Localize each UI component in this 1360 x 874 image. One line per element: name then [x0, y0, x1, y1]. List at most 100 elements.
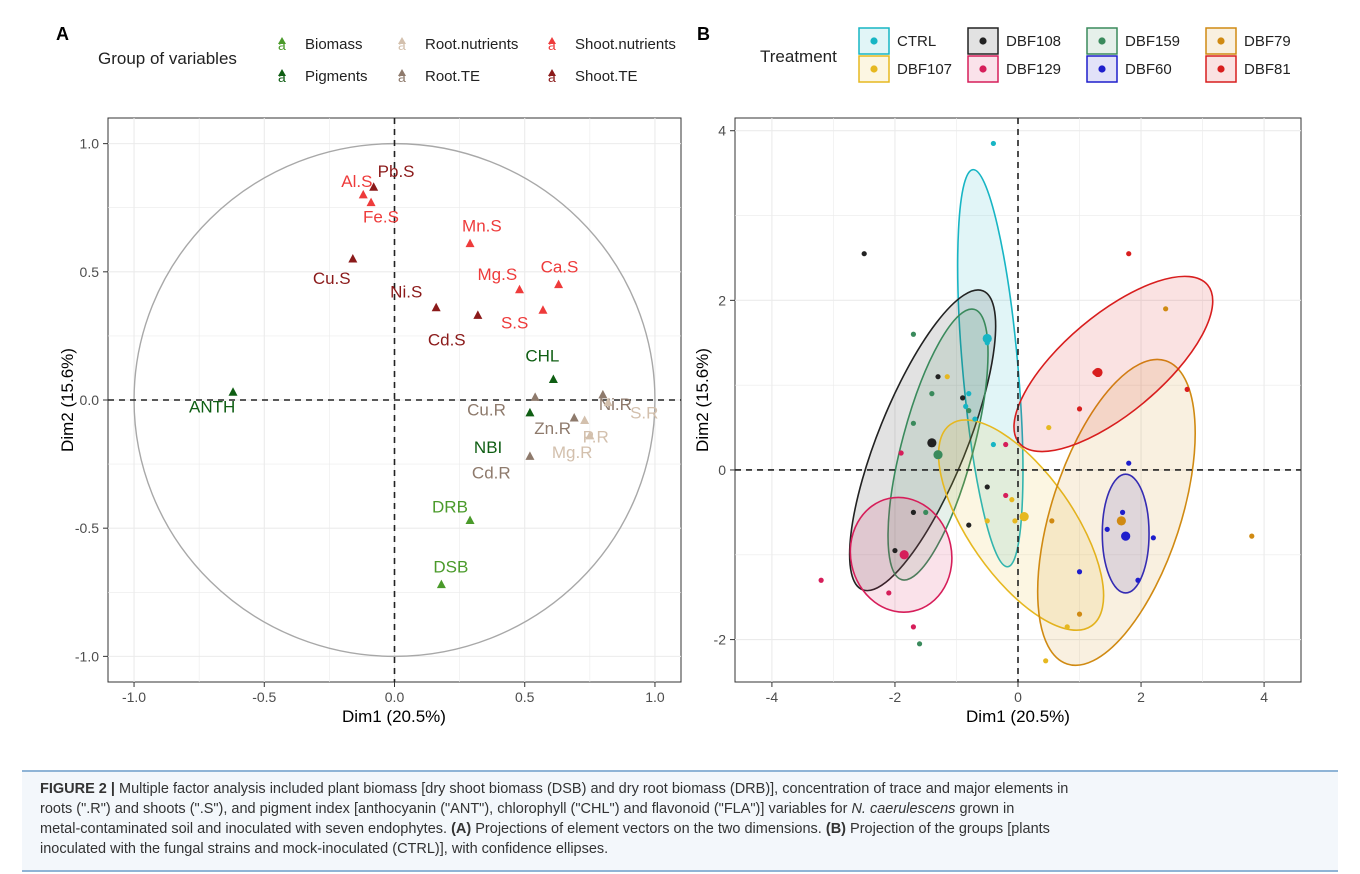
variable-label: Cd.R — [472, 463, 511, 482]
caption-a-label: (A) — [451, 821, 472, 837]
panel-b-legend-title: Treatment — [760, 47, 837, 66]
y-tick-label: -2 — [714, 632, 727, 648]
legend-key-triangle — [398, 37, 406, 44]
variable-label: Ni.S — [390, 283, 422, 302]
legend-item-label: DBF79 — [1244, 33, 1291, 50]
legend-key: a — [398, 69, 406, 85]
caption-a-text: Projections of element vectors on the tw… — [471, 821, 826, 837]
panel-a-xlabel: Dim1 (20.5%) — [342, 707, 446, 726]
legend-key-dot — [1217, 37, 1225, 45]
legend-item-label: DBF159 — [1125, 33, 1180, 50]
legend-key-triangle — [278, 69, 286, 76]
legend-key: a — [278, 69, 286, 85]
legend-item-label: DBF107 — [897, 61, 952, 78]
y-tick-label: -1.0 — [75, 648, 99, 664]
panel-a-marks: Al.S Pb.S Fe.S Mn.S Cu.S Ca.S Mg.S Ni.S S.S Cd.S C… — [108, 118, 681, 682]
x-tick-label: -4 — [766, 689, 779, 705]
caption-line2: roots (".R") and shoots (".S"), and pigm… — [40, 801, 852, 817]
individual-point — [990, 140, 996, 147]
variable-label: DSB — [433, 558, 468, 577]
individual-point — [923, 509, 929, 515]
individual-point — [886, 590, 892, 596]
panel-a: A Group of variables a Biomass a Pigments a R… — [56, 24, 682, 726]
individual-point — [984, 518, 990, 524]
individual-point — [1076, 406, 1083, 412]
individual-point — [1003, 492, 1009, 499]
variable-point — [603, 397, 613, 407]
individual-point — [1043, 658, 1049, 664]
individual-point — [1126, 251, 1132, 257]
panel-b-ylabel: Dim2 (15.6%) — [693, 348, 712, 452]
y-tick-label: -0.5 — [75, 520, 99, 536]
variable-point — [525, 407, 535, 417]
variable-point — [473, 310, 483, 319]
panel-b-tag: B — [697, 24, 710, 44]
figure-caption: FIGURE 2 | Multiple factor analysis incl… — [40, 779, 1330, 859]
individual-point — [1003, 441, 1009, 448]
legend-key-dot — [1098, 65, 1106, 73]
legend-item-label: Root.nutrients — [425, 36, 518, 53]
legend-item-label: DBF81 — [1244, 61, 1291, 78]
variable-label: CHL — [525, 346, 559, 365]
variable-point — [436, 579, 446, 589]
individual-point — [944, 374, 950, 380]
variable-label: Ca.S — [541, 258, 579, 277]
panel-b-ticks: -4 -2 0 2 4 -2 0 2 4 — [714, 123, 1269, 705]
individual-point — [984, 484, 990, 490]
x-tick-label: -1.0 — [122, 689, 146, 705]
variable-label: Pb.S — [378, 162, 415, 181]
individual-point — [1076, 569, 1083, 575]
panel-a-legend-title: Group of variables — [98, 49, 237, 68]
caption-b-text: Projection of the groups [plants — [846, 821, 1050, 837]
panel-b-grid — [735, 118, 1301, 682]
variable-point — [585, 430, 595, 440]
individual-point — [1012, 518, 1018, 524]
legend-item-label: Shoot.nutrients — [575, 36, 676, 53]
individual-point — [818, 577, 824, 583]
y-tick-label: 2 — [718, 292, 726, 308]
caption-line4: inoculated with the fungal strains and m… — [40, 841, 609, 857]
caption-line1: Multiple factor analysis included plant … — [114, 781, 1069, 797]
variable-label: Cu.S — [313, 269, 351, 288]
variable-point — [465, 515, 475, 524]
x-tick-label: 4 — [1260, 689, 1268, 705]
individual-point — [898, 450, 904, 456]
individual-point — [1046, 424, 1052, 431]
panel-b: B Treatment CTRL DBF108 DBF159 DBF79 DBF107 D… — [693, 24, 1302, 726]
legend-key: a — [278, 37, 286, 53]
legend-item-label: Shoot.TE — [575, 68, 638, 85]
variable-label: Al.S — [341, 172, 372, 191]
variable-label: DRB — [432, 497, 468, 516]
x-tick-label: 0.5 — [515, 689, 535, 705]
variable-point — [431, 302, 441, 312]
x-tick-label: 1.0 — [645, 689, 665, 705]
group-centroid — [982, 333, 992, 344]
caption-species: N. caerulescens — [851, 801, 956, 817]
group-centroid — [933, 450, 943, 460]
legend-key-dot — [979, 65, 987, 73]
group-centroid — [899, 550, 909, 560]
confidence-ellipse — [1013, 275, 1214, 453]
variable-point — [366, 197, 376, 207]
individual-point — [910, 624, 917, 630]
caption-b-label: (B) — [825, 821, 846, 837]
legend-item-label: DBF108 — [1006, 33, 1061, 50]
individual-point — [1104, 526, 1110, 532]
variable-label: ANTH — [189, 397, 235, 416]
x-tick-label: 0 — [1014, 689, 1022, 705]
variable-point — [580, 415, 590, 425]
variable-point — [228, 387, 238, 396]
variable-point — [369, 182, 379, 191]
legend-key-dot — [1217, 65, 1225, 73]
variable-point — [598, 389, 608, 399]
caption-box — [22, 770, 1338, 872]
variable-label: NBI — [474, 438, 502, 457]
individual-point — [910, 509, 917, 515]
individual-point — [1163, 306, 1169, 312]
individual-point — [966, 391, 972, 397]
variable-point — [569, 412, 579, 422]
legend-item-label: Root.TE — [425, 68, 480, 85]
variable-label: Fe.S — [363, 208, 399, 227]
y-tick-label: 0.5 — [80, 264, 100, 280]
